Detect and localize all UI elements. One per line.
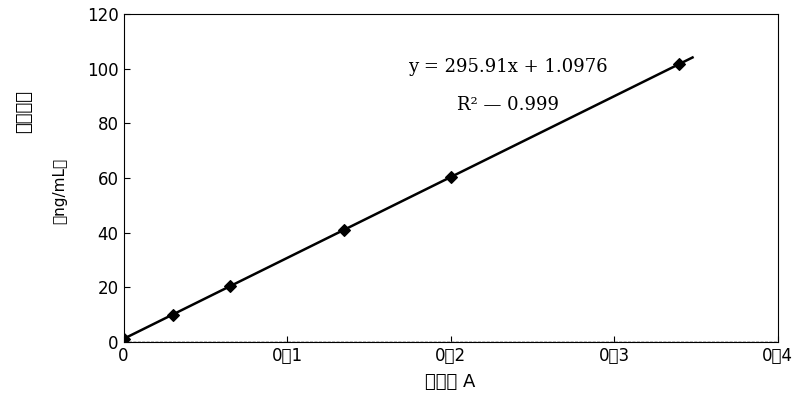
Point: [223, 283, 236, 290]
Text: 样品浓度: 样品浓度: [15, 90, 33, 133]
Point: [166, 311, 179, 318]
Point: [338, 226, 350, 233]
Text: R² — 0.999: R² — 0.999: [457, 96, 558, 114]
X-axis label: 吸光値 A: 吸光値 A: [426, 373, 476, 391]
Point: [444, 174, 457, 180]
Text: （ng/mL）: （ng/mL）: [53, 158, 67, 224]
Point: [673, 61, 686, 67]
Text: y = 295.91x + 1.0976: y = 295.91x + 1.0976: [408, 58, 607, 76]
Point: [117, 336, 130, 342]
